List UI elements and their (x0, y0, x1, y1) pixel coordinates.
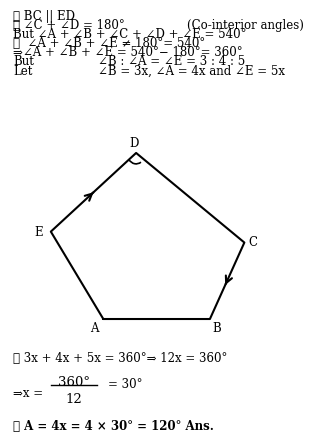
Text: = 30°: = 30° (108, 378, 143, 392)
Text: 360°: 360° (58, 376, 90, 389)
Text: But: But (13, 55, 34, 69)
Text: ∠B : ∠A = ∠E = 3 : 4 : 5: ∠B : ∠A = ∠E = 3 : 4 : 5 (98, 55, 246, 69)
Text: A: A (90, 322, 99, 335)
Text: D: D (130, 137, 139, 150)
Text: ∠B = 3x, ∠A = 4x and ∠E = 5x: ∠B = 3x, ∠A = 4x and ∠E = 5x (98, 65, 285, 78)
Text: 12: 12 (65, 393, 82, 406)
Text: ∴  ∠A + ∠B + ∠E ≠ 180°= 540°: ∴ ∠A + ∠B + ∠E ≠ 180°= 540° (13, 37, 205, 50)
Text: ∴ 3x + 4x + 5x = 360°⇒ 12x = 360°: ∴ 3x + 4x + 5x = 360°⇒ 12x = 360° (13, 352, 228, 365)
Text: (Co-interior angles): (Co-interior angles) (187, 19, 304, 32)
Text: ⇒x =: ⇒x = (13, 387, 43, 400)
Text: ⇒∠A + ∠B + ∠E = 540°− 180°= 360°: ⇒∠A + ∠B + ∠E = 540°− 180°= 360° (13, 46, 243, 59)
Text: But ∠A + ∠B + ∠C + ∠D + ∠E = 540°: But ∠A + ∠B + ∠C + ∠D + ∠E = 540° (13, 28, 247, 41)
Text: E: E (34, 226, 43, 239)
Text: Let: Let (13, 65, 32, 78)
Text: ∴ A = 4x = 4 × 30° = 120° Ans.: ∴ A = 4x = 4 × 30° = 120° Ans. (13, 420, 214, 434)
Text: B: B (212, 322, 221, 335)
Text: ∴ BC || ED: ∴ BC || ED (13, 10, 75, 23)
Text: C: C (249, 236, 258, 249)
Text: ∴ ∠C + ∠D = 180°: ∴ ∠C + ∠D = 180° (13, 19, 125, 32)
